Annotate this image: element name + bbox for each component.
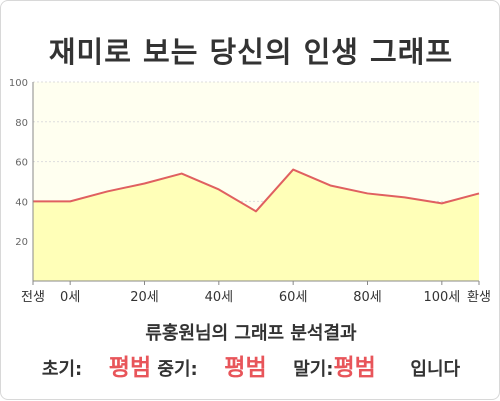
mid-label: 중기: bbox=[157, 359, 198, 380]
y-tick-label: 80 bbox=[15, 118, 28, 129]
analysis-result: 초기: 평범 중기: 평범 말기:평범 입니다 bbox=[1, 348, 500, 382]
life-line bbox=[33, 168, 480, 213]
x-tick-label: 전생 bbox=[21, 290, 45, 305]
x-tick-label: 0세 bbox=[60, 290, 80, 305]
analysis-subtitle: 류홍원님의 그래프 분석결과 bbox=[145, 323, 357, 344]
x-tick-label: 40세 bbox=[205, 290, 234, 305]
y-tick-label: 20 bbox=[15, 237, 28, 248]
page-title: 재미로 보는 당신의 인생 그래프 bbox=[48, 35, 454, 69]
x-tick-label: 60세 bbox=[279, 290, 308, 305]
late-label: 말기: bbox=[293, 359, 334, 380]
late-grade: 평범 bbox=[333, 355, 376, 381]
x-tick-label: 20세 bbox=[130, 290, 159, 305]
early-label: 초기: bbox=[41, 359, 83, 380]
early-grade: 평범 bbox=[108, 355, 152, 381]
x-tick-label: 100세 bbox=[423, 290, 460, 305]
mid-grade: 평범 bbox=[224, 355, 267, 381]
y-tick-label: 40 bbox=[15, 197, 28, 208]
x-tick-label: 80세 bbox=[353, 290, 382, 305]
life-area-fill bbox=[33, 169, 479, 281]
y-tick-label: 100 bbox=[9, 78, 28, 89]
x-tick-label: 환생 bbox=[467, 290, 491, 305]
result-suffix: 입니다 bbox=[410, 359, 461, 380]
y-tick-label: 60 bbox=[15, 158, 28, 169]
